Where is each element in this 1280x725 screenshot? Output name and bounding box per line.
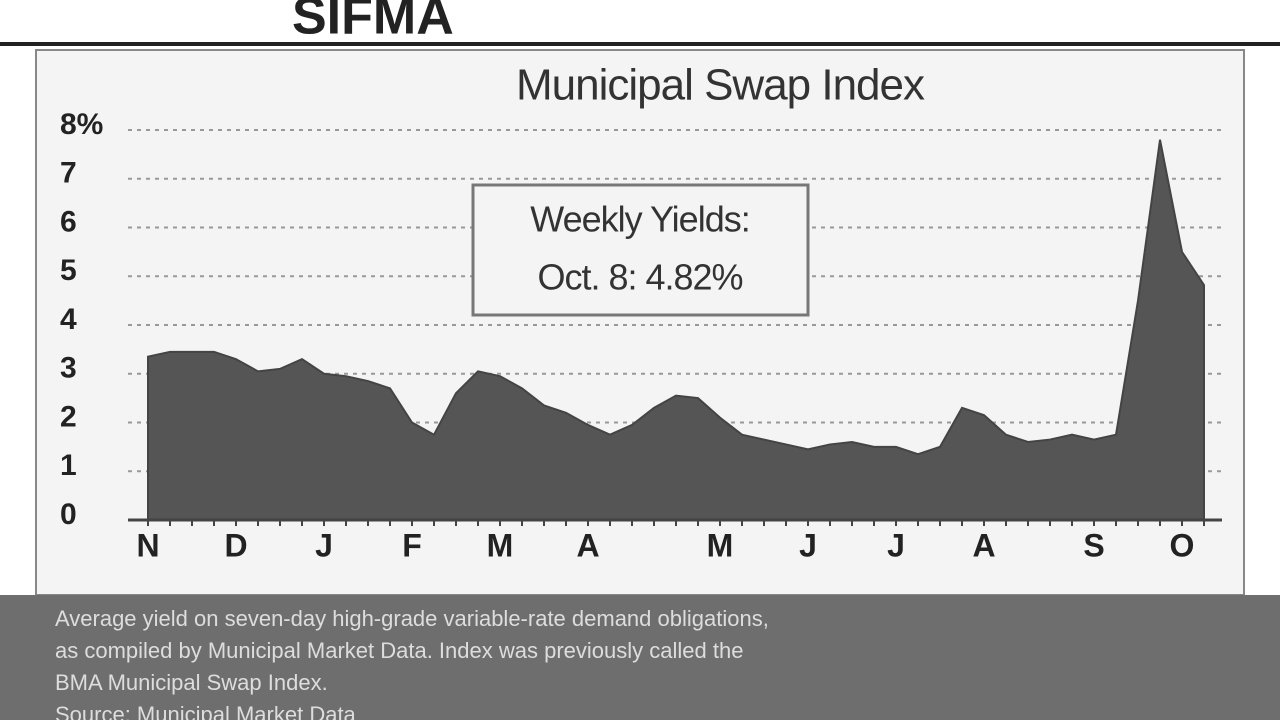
footer-band xyxy=(0,595,1280,720)
annotation-text: Oct. 8: 4.82% xyxy=(537,257,742,298)
area xyxy=(147,139,1205,521)
footnote: BMA Municipal Swap Index. xyxy=(55,670,328,695)
x-tick-label: M xyxy=(707,527,734,563)
y-tick-label: 2 xyxy=(60,400,77,433)
x-tick-label: F xyxy=(402,527,422,563)
x-tick-label: O xyxy=(1170,527,1195,563)
annotation-text: Weekly Yields: xyxy=(530,199,749,240)
y-tick-label: 7 xyxy=(60,157,77,190)
footnote: Source: Municipal Market Data xyxy=(55,702,357,720)
x-tick-label: J xyxy=(887,527,905,563)
y-tick-label: 0 xyxy=(60,498,77,531)
x-tick-label: S xyxy=(1083,527,1104,563)
y-tick-label: 5 xyxy=(60,254,77,287)
footnote: Average yield on seven-day high-grade va… xyxy=(55,606,769,631)
x-tick-label: N xyxy=(136,527,159,563)
x-tick-label: D xyxy=(224,527,247,563)
x-tick-label: J xyxy=(315,527,333,563)
plot: 0 1 2 3 4 5 6 7 8% N D J F M A M J J A S O Weekly Yields: Oct.… xyxy=(60,108,1222,563)
x-tick-label: A xyxy=(972,527,995,563)
x-tick-label: M xyxy=(487,527,514,563)
chart-title: Municipal Swap Index xyxy=(516,61,925,110)
brand: SIFMA xyxy=(292,0,454,46)
x-tick-label: A xyxy=(576,527,599,563)
y-tick-label: 1 xyxy=(60,449,77,482)
annotation-box xyxy=(471,183,810,317)
x-tick-label: J xyxy=(799,527,817,563)
y-tick-label: 6 xyxy=(60,205,77,238)
y-tick-label: 8% xyxy=(60,108,103,141)
y-tick-label: 4 xyxy=(60,303,77,336)
footnote: as compiled by Municipal Market Data. In… xyxy=(55,638,743,663)
y-tick-label: 3 xyxy=(60,352,77,385)
